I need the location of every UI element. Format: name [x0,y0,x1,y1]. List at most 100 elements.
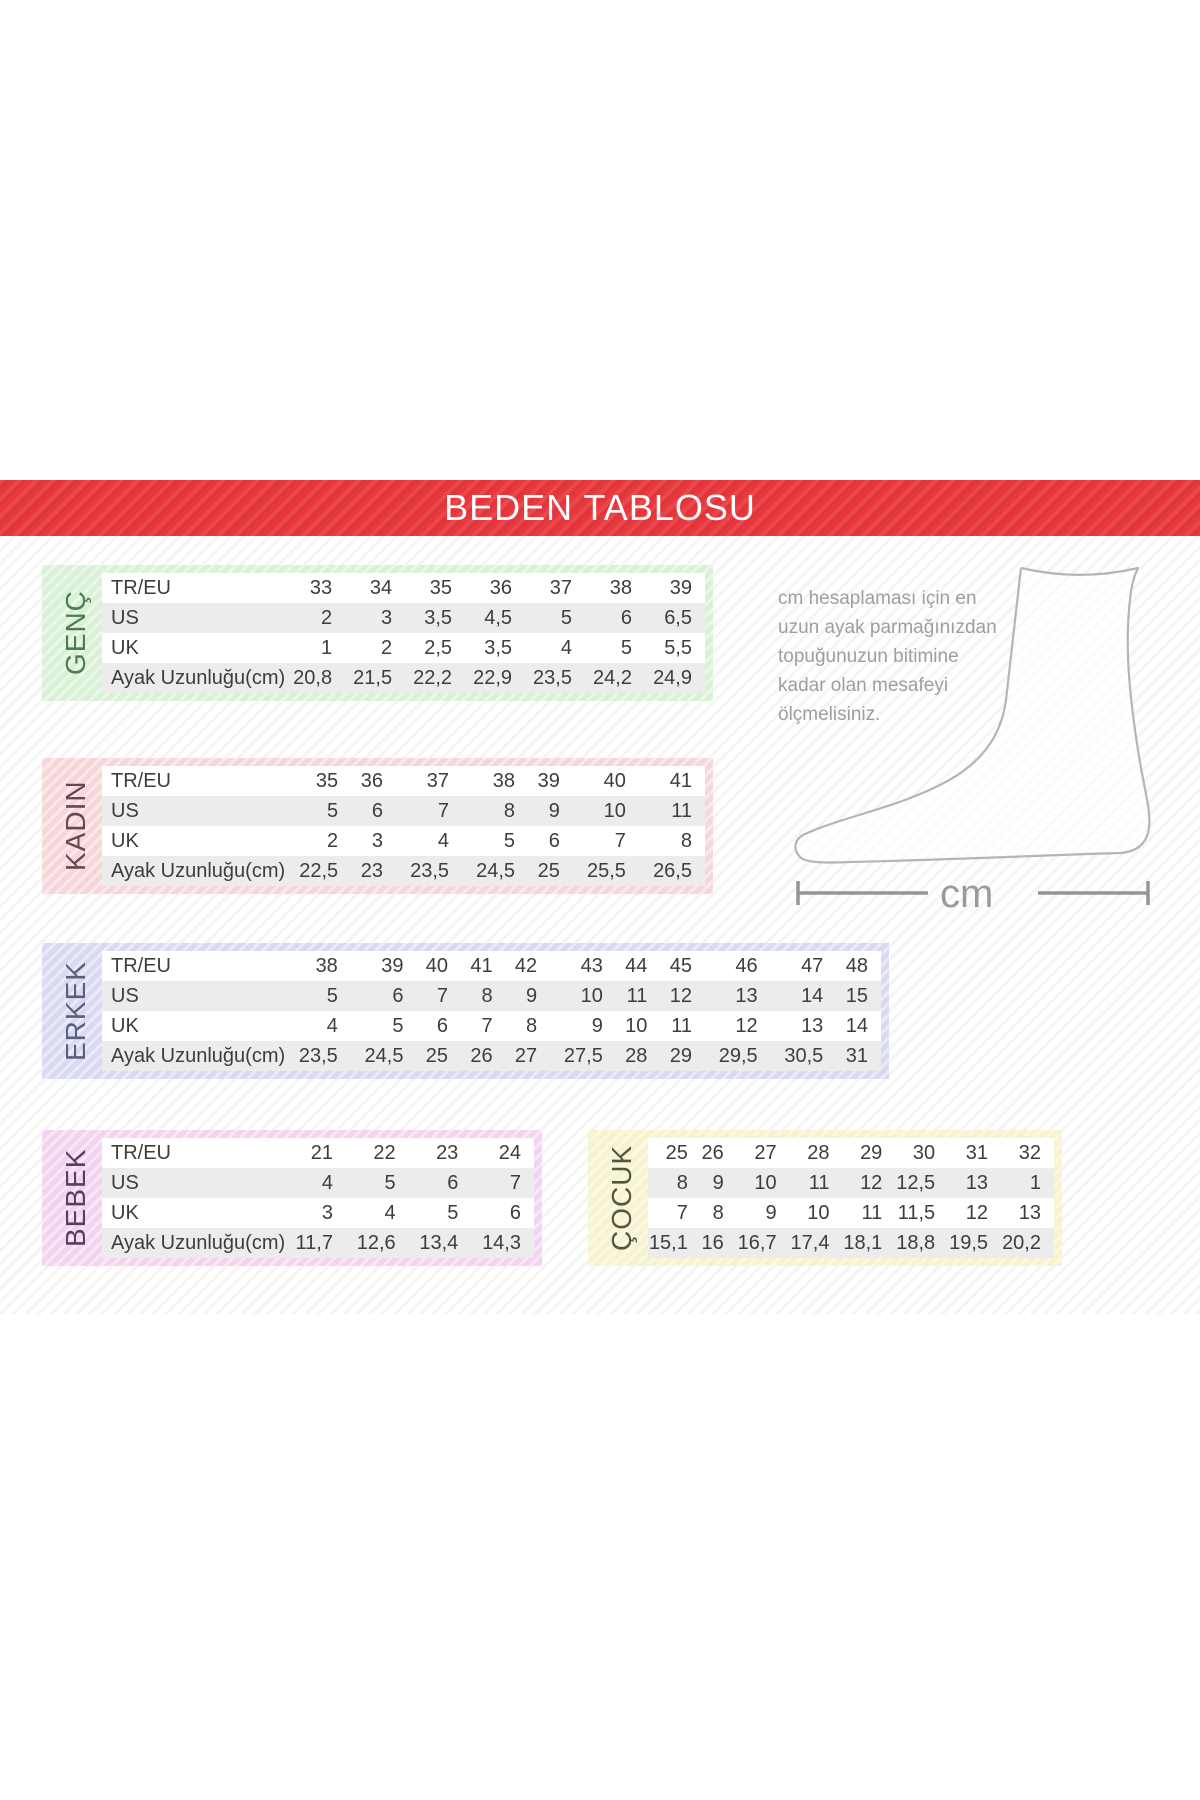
size-cell: 3 [345,603,406,633]
table-row: Ayak Uzunluğu(cm) 22,5 23 23,5 24,5 25 25,5 26,… [102,856,705,886]
size-cell: 8 [638,826,705,856]
size-cell: 5 [285,981,351,1011]
measurement-line [796,881,1150,905]
row-header: Ayak Uzunluğu(cm) [102,1228,286,1258]
size-cell: 2 [285,603,346,633]
size-cell: 20,8 [285,663,346,693]
size-table-box-cocuk: ÇOCUK 25 26 27 28 29 30 31 32 8 9 10 11 12 12,5 13 1 7 8 9 1… [588,1130,1062,1266]
size-cell: 13,4 [408,1228,472,1258]
size-table-cocuk: 25 26 27 28 29 30 31 32 8 9 10 11 12 12,5 13 1 7 8 9 10 11 11… [648,1138,1054,1258]
size-cell: 11 [638,796,705,826]
size-table-box-genc: GENÇ TR/EU 33 34 35 36 37 38 39 US 2 3 3,5 4,5 5 6 6,5 UK… [42,565,713,701]
size-cell: 18,8 [895,1228,949,1258]
size-cell: 5 [525,603,585,633]
size-cell: 29,5 [704,1041,771,1071]
table-row: 7 8 9 10 11 11,5 12 13 [648,1198,1054,1228]
size-cell: 22,9 [465,663,526,693]
size-cell: 3 [285,1198,346,1228]
size-cell: 20,2 [1001,1228,1054,1258]
table-row: TR/EU 35 36 37 38 39 40 41 [102,766,705,796]
size-table-box-erkek: ERKEK TR/EU 38 39 40 41 42 43 44 45 46 47 48 US 5 6 7 8 9 1… [42,943,889,1079]
size-cell: 27 [505,1041,551,1071]
size-cell: 11 [789,1168,843,1198]
size-cell: 39 [644,573,705,603]
size-cell: 5 [285,796,352,826]
size-cell: 37 [525,573,585,603]
table-label-bebek: BEBEK [60,1148,91,1248]
size-cell: 37 [395,766,463,796]
size-cell: 7 [648,1198,701,1228]
size-cell: 24,5 [350,1041,417,1071]
size-cell: 30,5 [770,1041,837,1071]
size-table-genc: TR/EU 33 34 35 36 37 38 39 US 2 3 3,5 4,5 5 6 6,5 UK 1 2 2,… [102,573,705,693]
size-cell: 27 [736,1138,790,1168]
size-cell: 8 [700,1198,737,1228]
size-cell: 10 [572,796,639,826]
cm-unit-label: cm [940,872,993,915]
size-cell: 27,5 [550,1041,616,1071]
size-cell: 2,5 [405,633,466,663]
size-cell: 4 [346,1198,409,1228]
table-row: Ayak Uzunluğu(cm) 20,8 21,5 22,2 22,9 23,5 24,… [102,663,705,693]
size-cell: 25 [416,1041,462,1071]
size-cell: 6 [584,603,645,633]
size-cell: 7 [416,981,462,1011]
size-cell: 7 [395,796,463,826]
size-cell: 9 [528,796,573,826]
row-header: US [102,603,286,633]
size-cell: 14 [770,981,837,1011]
foot-diagram: cm [794,566,1151,915]
size-cell: 8 [648,1168,701,1198]
size-table-bebek: TR/EU 21 22 23 24 US 4 5 6 7 UK 3 4 5 6 Ayak Uzunluğu(c… [102,1138,534,1258]
size-cell: 38 [285,951,351,981]
table-row: TR/EU 21 22 23 24 [102,1138,534,1168]
size-cell: 5 [462,826,529,856]
instruction-line: kadar olan mesafeyi [778,675,949,696]
size-cell: 13 [948,1168,1002,1198]
table-row: UK 2 3 4 5 6 7 8 [102,826,705,856]
size-cell: 12 [704,1011,771,1041]
size-cell: 24,2 [584,663,645,693]
size-cell: 35 [405,573,466,603]
row-header: UK [102,1198,286,1228]
size-cell: 29 [660,1041,705,1071]
size-cell: 38 [584,573,645,603]
row-header: Ayak Uzunluğu(cm) [102,1041,286,1071]
size-cell: 38 [462,766,529,796]
size-cell: 10 [736,1168,790,1198]
size-cell: 6 [416,1011,462,1041]
table-row: 8 9 10 11 12 12,5 13 1 [648,1168,1054,1198]
row-header: Ayak Uzunluğu(cm) [102,663,286,693]
row-header: US [102,1168,286,1198]
size-cell: 2 [285,826,352,856]
table-row: US 2 3 3,5 4,5 5 6 6,5 [102,603,705,633]
size-cell: 4,5 [465,603,526,633]
instruction-line: uzun ayak parmağınızdan [778,617,997,638]
size-cell: 2 [345,633,406,663]
size-cell: 9 [550,1011,616,1041]
size-cell: 19,5 [948,1228,1002,1258]
size-cell: 39 [528,766,573,796]
size-cell: 22,2 [405,663,466,693]
size-cell: 23,5 [525,663,585,693]
size-cell: 13 [770,1011,837,1041]
size-cell: 22,5 [285,856,352,886]
size-cell: 8 [505,1011,551,1041]
size-table-box-kadin: KADIN TR/EU 35 36 37 38 39 40 41 US 5 6 7 8 9 10 11 UK 2 3 4… [42,758,713,894]
size-cell: 4 [525,633,585,663]
table-row: Ayak Uzunluğu(cm) 11,7 12,6 13,4 14,3 [102,1228,534,1258]
size-cell: 40 [416,951,462,981]
size-cell: 17,4 [789,1228,843,1258]
size-cell: 7 [461,1011,506,1041]
size-cell: 16 [700,1228,737,1258]
size-cell: 12,6 [346,1228,409,1258]
table-row: UK 3 4 5 6 [102,1198,534,1228]
size-cell: 36 [351,766,396,796]
row-header: TR/EU [102,766,286,796]
size-cell: 11 [660,1011,705,1041]
size-cell: 1 [1001,1168,1054,1198]
table-label-genc: GENÇ [60,590,91,676]
title-band: BEDEN TABLOSU [0,480,1200,536]
table-label-cocuk: ÇOCUK [606,1144,637,1252]
